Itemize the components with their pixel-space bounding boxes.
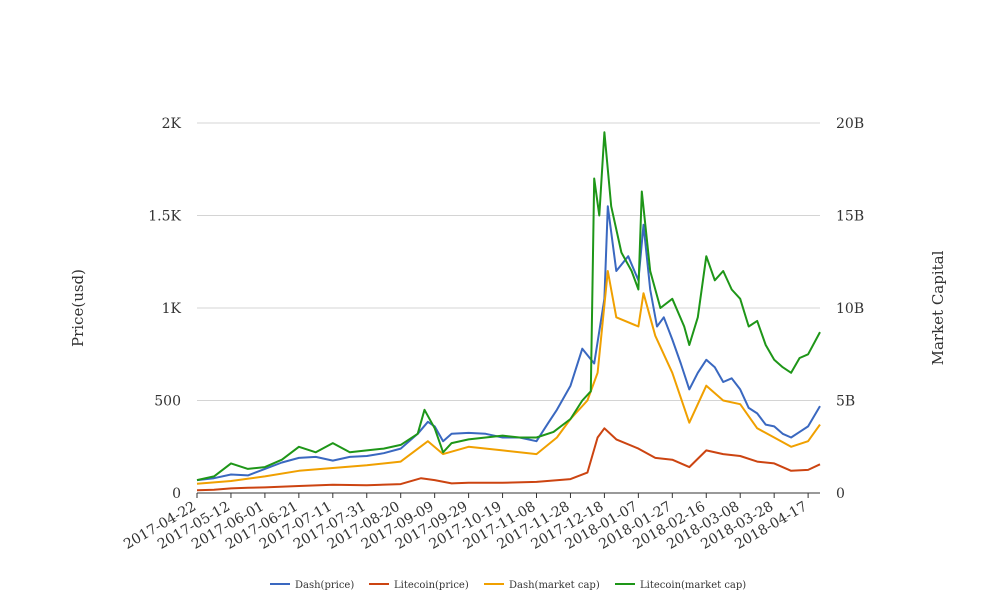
right-tick-label: 15B xyxy=(836,209,864,225)
legend-item-litecoin-price[interactable]: Litecoin(price) xyxy=(369,580,469,591)
right-tick-label: 20B xyxy=(836,116,864,132)
left-tick-label: 0 xyxy=(172,486,181,502)
legend-item-dash-price[interactable]: Dash(price) xyxy=(270,580,354,591)
left-axis: 0 500 1K 1.5K 2K xyxy=(148,116,181,502)
legend: Dash(price) Litecoin(price) Dash(market ca… xyxy=(270,580,746,591)
series-line-dash-market-cap xyxy=(196,270,821,485)
legend-label: Dash(market cap) xyxy=(509,580,600,591)
left-tick-label: 1.5K xyxy=(148,209,181,225)
right-tick-label: 5B xyxy=(836,394,855,410)
right-tick-label: 0 xyxy=(836,486,845,502)
legend-label: Litecoin(price) xyxy=(394,580,469,591)
legend-item-litecoin-market-cap[interactable]: Litecoin(market cap) xyxy=(615,580,746,591)
series-line-litecoin-market-cap xyxy=(196,131,821,482)
legend-item-dash-market-cap[interactable]: Dash(market cap) xyxy=(484,580,600,591)
left-tick-label: 1K xyxy=(162,301,182,317)
x-axis: 2017-04-222017-05-122017-06-012017-06-21… xyxy=(121,493,810,553)
right-axis: 0 5B 10B 15B 20B xyxy=(836,116,864,502)
left-axis-title: Price(usd) xyxy=(69,269,87,347)
series-layer xyxy=(196,131,821,492)
series-line-litecoin-price xyxy=(196,427,821,492)
grid xyxy=(197,122,820,401)
left-tick-label: 2K xyxy=(162,116,182,132)
right-axis-title: Market Capital xyxy=(929,250,947,365)
left-tick-label: 500 xyxy=(154,394,181,410)
series-line-dash-price xyxy=(196,205,821,482)
legend-label: Litecoin(market cap) xyxy=(640,580,746,591)
legend-label: Dash(price) xyxy=(295,580,354,591)
right-tick-label: 10B xyxy=(836,301,864,317)
